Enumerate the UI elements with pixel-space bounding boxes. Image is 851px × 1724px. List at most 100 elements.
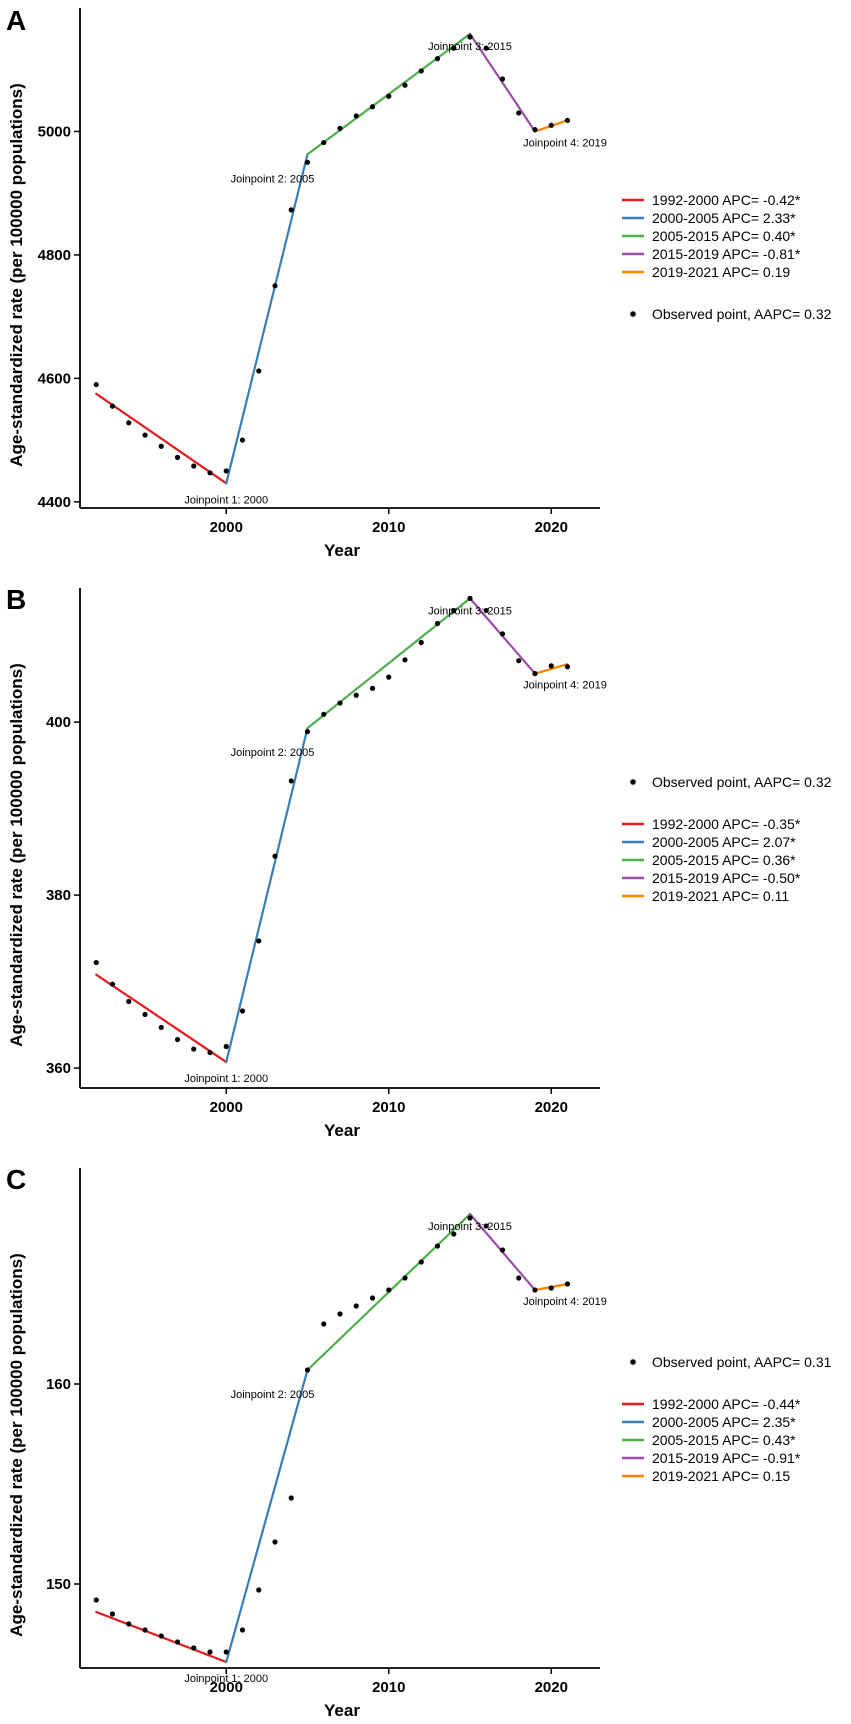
observed-point xyxy=(418,639,424,646)
segment-line xyxy=(306,597,472,730)
panel-c: C 2000 2010 2020 150 160 Joinpoint 1: 2000 Joi… xyxy=(6,1164,832,1720)
segment-line xyxy=(95,392,228,485)
legend-item: 2019-2021 APC= 0.15 xyxy=(652,1468,790,1484)
plot-area-b: 2000 2010 2020 360 380 400 Joinpoint 1: 2000 Jo… xyxy=(46,588,607,1116)
joinpoint-label: Joinpoint 1: 2000 xyxy=(184,494,268,506)
x-tick-label: 2010 xyxy=(372,1099,405,1116)
observed-point xyxy=(499,76,506,82)
y-tick-label: 360 xyxy=(46,1060,71,1077)
legend-item: 1992-2000 APC= -0.44* xyxy=(652,1396,801,1412)
observed-point xyxy=(304,728,311,735)
x-axis-title-c: Year xyxy=(324,1701,360,1720)
observed-point xyxy=(272,283,278,289)
observed-point xyxy=(109,981,116,987)
observed-point xyxy=(207,1649,213,1655)
joinpoint-label: Joinpoint 1: 2000 xyxy=(184,1073,268,1085)
observed-point xyxy=(516,1275,522,1281)
legend-a: 1992-2000 APC= -0.42* 2000-2005 APC= 2.33… xyxy=(622,192,832,322)
observed-point xyxy=(451,45,457,51)
observed-point xyxy=(207,1049,213,1056)
observed-point xyxy=(564,117,571,123)
x-tick-label: 2000 xyxy=(210,1679,243,1696)
y-tick-label: 400 xyxy=(46,714,71,731)
observed-point xyxy=(353,113,359,119)
panel-b: B 2000 2010 2020 360 380 400 Joinpoint 1: 2000… xyxy=(6,584,832,1140)
y-tick-label: 5000 xyxy=(38,123,71,140)
observed-point xyxy=(239,1627,246,1633)
observed-point xyxy=(467,34,473,40)
observed-point xyxy=(321,139,327,146)
observed-point xyxy=(532,671,538,677)
observed-point xyxy=(109,403,116,409)
segment-line xyxy=(533,663,569,675)
joinpoint-label: Joinpoint 4: 2019 xyxy=(523,1296,607,1308)
joinpoint-label: Joinpoint 3: 2015 xyxy=(428,605,512,617)
observed-point xyxy=(158,1633,164,1639)
observed-point xyxy=(126,420,132,426)
observed-point xyxy=(548,122,554,128)
observed-point xyxy=(418,68,424,74)
observed-point xyxy=(434,1243,441,1249)
legend-item: 2015-2019 APC= -0.81* xyxy=(652,246,801,262)
y-tick-label: 4800 xyxy=(38,247,71,264)
observed-point xyxy=(516,658,522,664)
observed-point xyxy=(532,127,538,133)
observed-point xyxy=(239,437,246,443)
observed-point xyxy=(93,381,99,388)
observed-point xyxy=(256,1587,262,1593)
legend-item: 2005-2015 APC= 0.40* xyxy=(652,228,796,244)
x-tick-label: 2020 xyxy=(535,519,568,536)
observed-point xyxy=(532,1287,538,1293)
y-axis-title-c: Age-standardized rate (per 100000 popula… xyxy=(7,1253,26,1637)
legend-observed-label: Observed point, AAPC= 0.32 xyxy=(652,774,832,790)
panel-label-b: B xyxy=(6,584,26,615)
joinpoint-label: Joinpoint 2: 2005 xyxy=(231,1389,315,1401)
observed-point xyxy=(548,1285,554,1291)
observed-point xyxy=(564,664,571,670)
observed-point xyxy=(304,159,311,165)
observed-point xyxy=(516,110,522,116)
observed-point xyxy=(434,620,441,627)
panel-label-c: C xyxy=(6,1164,26,1195)
y-axis-title-a: Age-standardized rate (per 100000 popula… xyxy=(7,83,26,467)
observed-point xyxy=(256,938,262,944)
legend-observed-marker xyxy=(630,779,636,785)
legend-item: 2019-2021 APC= 0.19 xyxy=(652,264,790,280)
observed-point xyxy=(402,82,408,88)
legend-item: 1992-2000 APC= -0.42* xyxy=(652,192,801,208)
segment-line xyxy=(468,32,537,133)
observed-point xyxy=(353,692,359,698)
observed-point xyxy=(499,631,506,637)
observed-point xyxy=(451,1231,457,1237)
observed-point xyxy=(207,470,213,476)
x-tick-label: 2000 xyxy=(210,1099,243,1116)
legend-item: 2015-2019 APC= -0.50* xyxy=(652,870,801,886)
observed-point xyxy=(418,1259,424,1265)
observed-point xyxy=(288,1495,294,1501)
legend-item: 2005-2015 APC= 0.43* xyxy=(652,1432,796,1448)
observed-point xyxy=(369,1295,376,1301)
x-tick-label: 2020 xyxy=(535,1679,568,1696)
joinpoint-label: Joinpoint 3: 2015 xyxy=(428,1221,512,1233)
observed-point xyxy=(337,125,343,131)
observed-point xyxy=(386,1287,392,1293)
legend-c: Observed point, AAPC= 0.31 1992-2000 APC=… xyxy=(622,1354,832,1484)
observed-point xyxy=(174,454,181,460)
segment-line xyxy=(95,973,228,1064)
y-tick-label: 4400 xyxy=(38,494,71,511)
observed-point xyxy=(321,711,327,717)
y-axis-title-b: Age-standardized rate (per 100000 popula… xyxy=(7,663,26,1047)
x-tick-label: 2000 xyxy=(210,519,243,536)
observed-point xyxy=(256,368,262,374)
legend-observed-marker xyxy=(630,1359,636,1365)
segment-line xyxy=(225,153,309,485)
observed-point xyxy=(483,45,489,51)
joinpoint-label: Joinpoint 1: 2000 xyxy=(184,1673,268,1685)
observed-point xyxy=(191,463,197,469)
legend-item: 1992-2000 APC= -0.35* xyxy=(652,816,801,832)
observed-point xyxy=(93,959,99,966)
observed-point xyxy=(158,443,164,449)
observed-point xyxy=(434,56,441,62)
observed-point xyxy=(483,1223,489,1229)
